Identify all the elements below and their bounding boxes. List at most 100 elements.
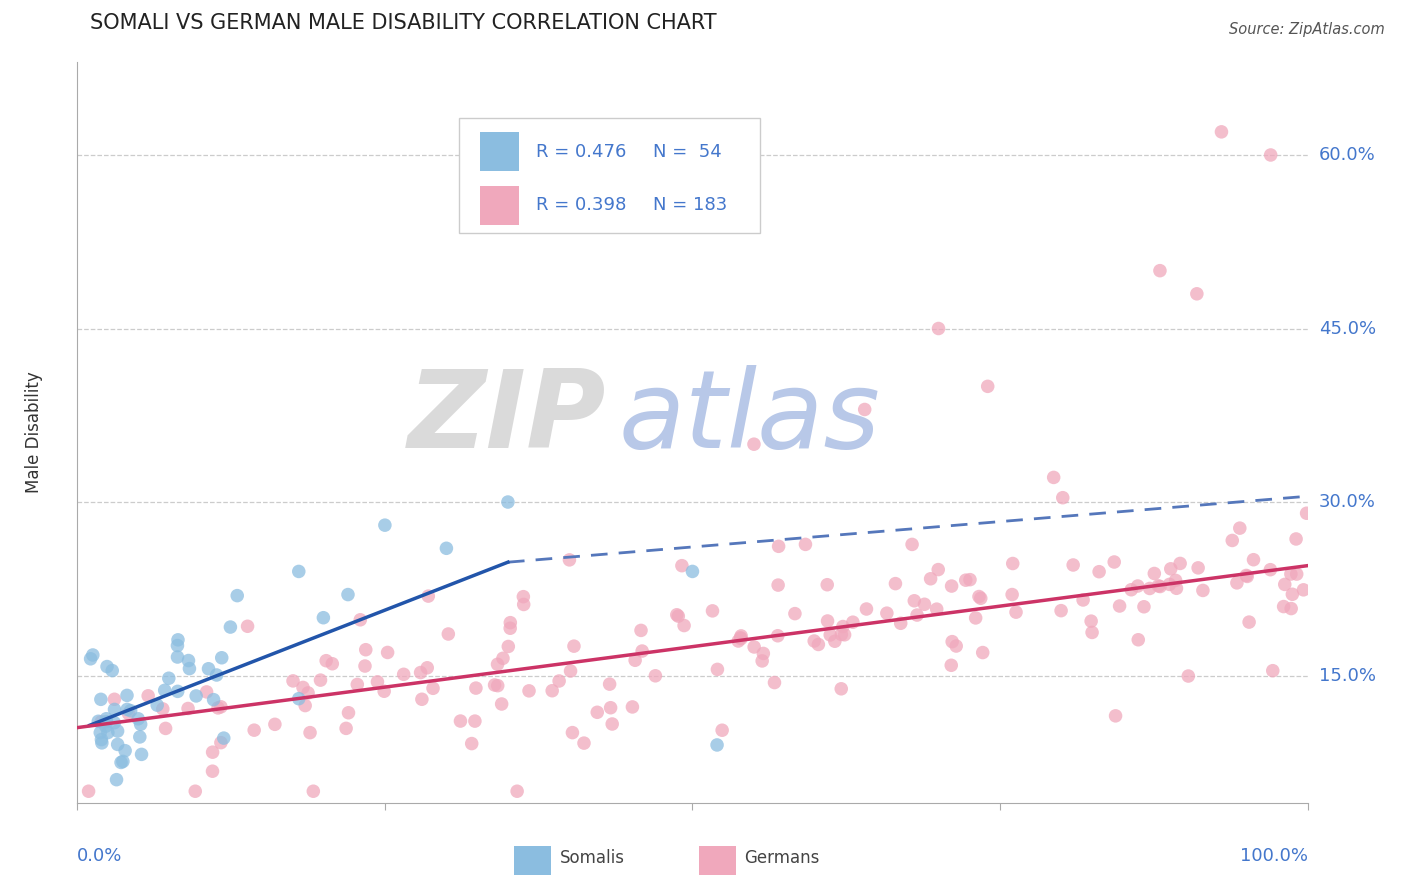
Point bbox=[207, 701, 229, 715]
Point bbox=[1133, 599, 1156, 614]
Point bbox=[281, 673, 304, 688]
Text: 45.0%: 45.0% bbox=[1319, 319, 1376, 337]
Text: 100.0%: 100.0% bbox=[1240, 847, 1308, 865]
Point bbox=[166, 639, 188, 653]
Point bbox=[1160, 562, 1182, 576]
Point bbox=[1234, 568, 1257, 582]
Point bbox=[288, 691, 311, 706]
Point bbox=[955, 573, 977, 587]
Point bbox=[209, 699, 232, 714]
Point bbox=[499, 621, 522, 635]
Point bbox=[299, 725, 322, 739]
Point bbox=[201, 745, 224, 759]
Text: N =  54: N = 54 bbox=[654, 143, 721, 161]
Point bbox=[335, 722, 357, 736]
Point bbox=[177, 654, 200, 668]
Point bbox=[1147, 579, 1170, 593]
Bar bbox=[479, 186, 519, 225]
Point bbox=[1001, 557, 1024, 571]
Point bbox=[751, 654, 773, 668]
Point bbox=[464, 681, 486, 695]
Point bbox=[90, 692, 112, 706]
Point bbox=[205, 668, 228, 682]
Point bbox=[1052, 491, 1074, 505]
Point bbox=[1050, 604, 1073, 618]
Point bbox=[152, 702, 174, 716]
Point bbox=[901, 537, 924, 551]
Point bbox=[558, 553, 581, 567]
Point bbox=[1260, 563, 1282, 577]
Point bbox=[945, 639, 967, 653]
Point bbox=[941, 658, 963, 673]
Point bbox=[79, 652, 101, 666]
Point bbox=[706, 662, 728, 676]
Point bbox=[461, 737, 484, 751]
Point bbox=[730, 629, 752, 643]
Text: N = 183: N = 183 bbox=[654, 196, 727, 214]
Point bbox=[212, 731, 235, 745]
Point bbox=[1139, 582, 1161, 596]
Point bbox=[903, 594, 925, 608]
Point bbox=[337, 706, 360, 720]
Point bbox=[437, 627, 460, 641]
Point bbox=[666, 609, 689, 624]
Point bbox=[354, 659, 377, 673]
Text: SOMALI VS GERMAN MALE DISABILITY CORRELATION CHART: SOMALI VS GERMAN MALE DISABILITY CORRELA… bbox=[90, 12, 716, 33]
Point bbox=[1149, 263, 1171, 277]
Point bbox=[101, 664, 124, 678]
Point bbox=[853, 402, 876, 417]
Point bbox=[409, 665, 432, 680]
Point bbox=[1295, 506, 1317, 520]
Point bbox=[1226, 575, 1249, 590]
Point bbox=[110, 756, 132, 770]
Point bbox=[742, 437, 765, 451]
Point bbox=[1081, 625, 1104, 640]
Point bbox=[131, 747, 153, 762]
Point bbox=[905, 608, 928, 623]
Point bbox=[959, 573, 981, 587]
Point bbox=[166, 650, 188, 665]
Point bbox=[117, 706, 139, 721]
Point bbox=[1164, 574, 1187, 588]
Point bbox=[842, 615, 865, 630]
Point bbox=[967, 590, 990, 604]
Point bbox=[349, 613, 371, 627]
Point bbox=[302, 784, 325, 798]
Point bbox=[167, 632, 190, 647]
Point bbox=[599, 677, 621, 691]
FancyBboxPatch shape bbox=[458, 118, 761, 233]
Point bbox=[1243, 552, 1265, 566]
Point bbox=[312, 610, 335, 624]
Text: ZIP: ZIP bbox=[408, 365, 606, 471]
Point bbox=[730, 632, 752, 646]
Point bbox=[928, 321, 950, 335]
Point bbox=[855, 602, 877, 616]
Point bbox=[766, 578, 789, 592]
Point bbox=[1274, 577, 1296, 591]
Point bbox=[1166, 582, 1188, 596]
Point bbox=[484, 678, 506, 692]
Point bbox=[166, 684, 188, 698]
Point bbox=[392, 667, 415, 681]
Point bbox=[107, 724, 129, 739]
Text: Male Disability: Male Disability bbox=[25, 372, 44, 493]
Point bbox=[243, 723, 266, 738]
Point bbox=[90, 732, 112, 747]
Point bbox=[1001, 588, 1024, 602]
Point bbox=[486, 657, 509, 672]
Point bbox=[560, 664, 582, 678]
Point bbox=[105, 772, 128, 787]
Point bbox=[128, 730, 150, 744]
Point bbox=[768, 539, 790, 553]
Point bbox=[82, 648, 104, 662]
Point bbox=[96, 659, 118, 673]
Point bbox=[914, 597, 936, 611]
Point bbox=[499, 615, 522, 630]
Point bbox=[1126, 579, 1149, 593]
Point bbox=[1279, 567, 1302, 582]
Point bbox=[1187, 561, 1209, 575]
Point bbox=[1062, 558, 1084, 572]
Point bbox=[1080, 614, 1102, 628]
Point bbox=[186, 689, 208, 703]
Point bbox=[572, 736, 595, 750]
